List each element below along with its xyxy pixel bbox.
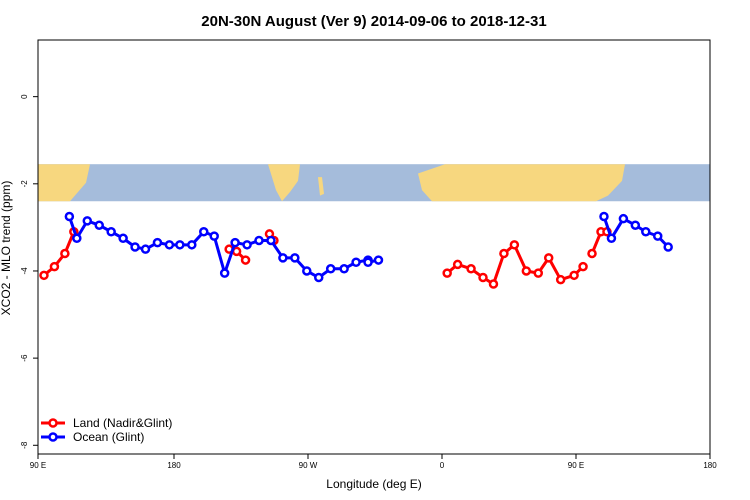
data-point — [555, 274, 566, 285]
data-point — [209, 231, 219, 241]
data-point — [618, 213, 629, 224]
data-point — [94, 220, 104, 230]
series-line — [43, 231, 76, 277]
world-map-band — [38, 164, 710, 202]
data-point — [630, 220, 641, 230]
y-axis-label: XCO2 - MLO trend (ppm) — [0, 181, 13, 316]
data-point — [543, 253, 554, 263]
series-line — [67, 216, 369, 280]
data-point — [641, 226, 651, 237]
series-ocean — [64, 211, 673, 283]
y-tick-label: 0 — [20, 94, 29, 99]
y-tick-label: -6 — [20, 354, 29, 362]
data-point — [130, 242, 140, 252]
legend-land-marker — [48, 418, 58, 428]
data-point — [663, 242, 673, 252]
data-point — [509, 240, 520, 250]
data-point — [60, 248, 70, 259]
data-point — [599, 211, 609, 222]
data-point — [266, 235, 276, 246]
x-axis-label: Longitude (deg E) — [326, 477, 421, 491]
land-asia — [38, 164, 90, 202]
series-layer — [39, 211, 673, 289]
data-point — [219, 268, 230, 278]
y-tick-label: -4 — [20, 267, 29, 275]
x-tick-label: 180 — [703, 461, 717, 470]
data-point — [606, 233, 617, 244]
data-point — [175, 240, 185, 250]
legend-ocean-marker — [48, 432, 58, 442]
data-point — [240, 255, 251, 265]
data-point — [230, 237, 240, 248]
data-point — [290, 253, 300, 263]
data-point — [587, 248, 597, 259]
x-tick-label: 180 — [167, 461, 181, 470]
data-point — [499, 248, 509, 259]
data-point — [254, 235, 264, 246]
data-point — [64, 211, 75, 222]
data-point — [72, 233, 82, 244]
plot-frame — [37, 39, 711, 455]
data-point — [242, 240, 252, 250]
data-point — [351, 257, 361, 268]
data-point — [452, 259, 463, 270]
data-point — [313, 272, 324, 283]
data-point — [164, 240, 175, 250]
data-point — [152, 237, 163, 248]
data-point — [521, 266, 532, 276]
data-point — [302, 266, 312, 276]
data-point — [373, 255, 384, 265]
data-point — [49, 261, 60, 272]
data-point — [106, 226, 116, 237]
x-tick-label: 90 E — [30, 461, 46, 470]
land-africa-asia — [418, 164, 625, 202]
data-point — [325, 264, 336, 274]
data-point — [488, 279, 499, 289]
data-point — [466, 264, 476, 274]
x-tick-label: 0 — [440, 461, 445, 470]
data-point — [187, 240, 197, 250]
data-point — [363, 257, 373, 268]
x-tick-label: 90 E — [568, 461, 584, 470]
data-point — [39, 270, 49, 281]
data-point — [478, 272, 488, 283]
x-axis: 90 E 180 90 W 0 90 E 180 — [30, 454, 717, 470]
y-tick-label: -2 — [20, 180, 29, 188]
data-point — [278, 253, 288, 263]
legend-land-label: Land (Nadir&Glint) — [73, 416, 172, 430]
data-point — [442, 268, 452, 278]
data-point — [82, 216, 93, 226]
y-axis: 0 -2 -4 -6 -8 — [20, 94, 38, 449]
data-point — [533, 268, 544, 278]
land-north-america — [268, 164, 300, 202]
legend: Land (Nadir&Glint) Ocean (Glint) — [41, 416, 172, 444]
series-land — [39, 226, 612, 289]
data-point — [652, 231, 663, 241]
chart-title: 20N-30N August (Ver 9) 2014-09-06 to 201… — [201, 13, 546, 30]
data-point — [569, 270, 579, 281]
data-point — [199, 226, 209, 237]
data-point — [578, 261, 588, 272]
legend-ocean-label: Ocean (Glint) — [73, 430, 144, 444]
data-point — [118, 233, 128, 244]
data-point — [140, 244, 151, 254]
land-florida — [318, 177, 324, 196]
data-point — [339, 264, 349, 274]
y-tick-label: -8 — [20, 441, 29, 449]
x-tick-label: 90 W — [299, 461, 318, 470]
